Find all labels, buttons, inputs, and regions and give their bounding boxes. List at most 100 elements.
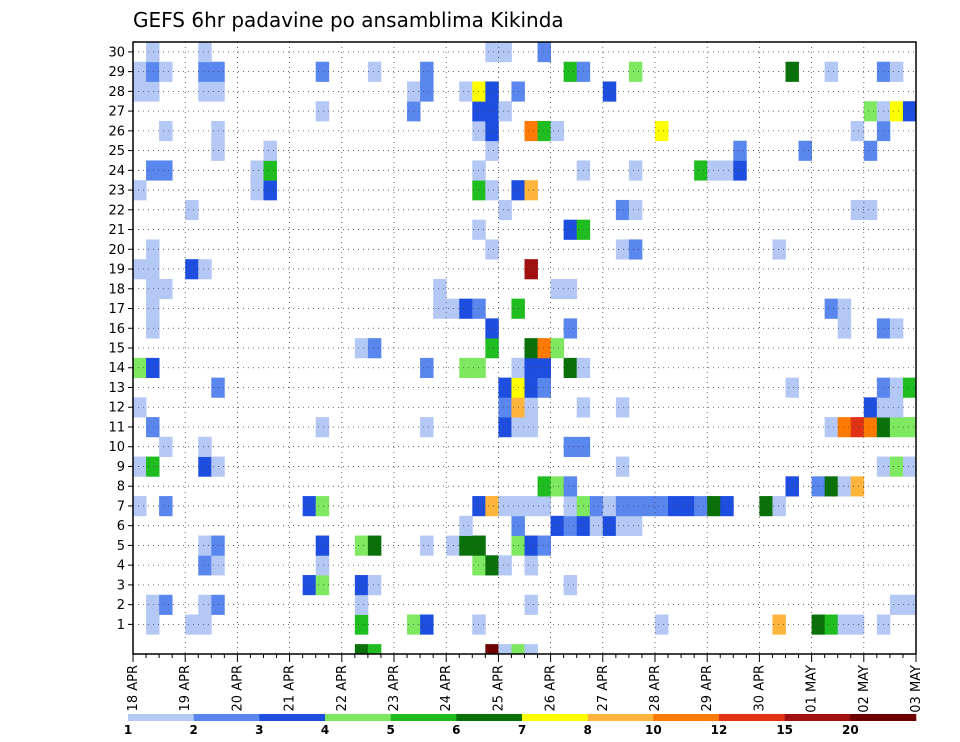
heatmap-cells (133, 42, 917, 654)
x-tick-label: 03 MAY (909, 665, 924, 713)
heatmap-cell (315, 496, 330, 517)
heatmap-cell (485, 81, 499, 102)
heatmap-cell (537, 42, 551, 63)
heatmap-cell (354, 575, 369, 596)
heatmap-cell (498, 101, 512, 122)
heatmap-cell (889, 318, 904, 339)
x-tick-label: 28 APR (648, 665, 663, 711)
heatmap-cell (563, 575, 578, 596)
y-tick-label: 9 (117, 460, 125, 475)
heatmap-cell (498, 417, 512, 438)
colorbar-swatch (784, 714, 851, 721)
heatmap-cell (133, 259, 147, 280)
x-tick-label: 30 APR (752, 665, 767, 711)
heatmap-cell (485, 555, 499, 576)
heatmap-cell (146, 81, 160, 102)
heatmap-cell (850, 199, 865, 221)
heatmap-cell (367, 61, 382, 82)
colorbar-label: 7 (518, 723, 526, 737)
heatmap-cell (159, 160, 173, 181)
heatmap-cell (498, 397, 512, 418)
heatmap-cell (537, 476, 551, 497)
heatmap-cell (250, 160, 264, 181)
heatmap-cell (863, 140, 878, 161)
heatmap-cell (863, 397, 878, 418)
heatmap-cell (850, 476, 865, 497)
colorbar-label: 1 (124, 723, 132, 737)
heatmap-cell (628, 515, 643, 536)
heatmap-cell (759, 496, 773, 517)
heatmap-cell (485, 180, 499, 201)
heatmap-cell (315, 535, 330, 556)
y-tick-label: 13 (108, 381, 125, 396)
y-tick-label: 3 (117, 578, 125, 593)
colorbar-label: 15 (776, 723, 793, 737)
y-tick-label: 2 (117, 598, 125, 613)
heatmap-cell (159, 61, 173, 82)
heatmap-cell (420, 417, 434, 438)
heatmap-cell (315, 417, 330, 438)
heatmap-cell (837, 417, 852, 438)
heatmap-cell (889, 397, 904, 418)
heatmap-cell (524, 535, 538, 556)
heatmap-cell (889, 377, 904, 398)
heatmap-cell (485, 120, 499, 142)
heatmap-cell (563, 61, 578, 82)
heatmap-cell (133, 180, 147, 201)
heatmap-cell (628, 239, 643, 260)
heatmap-cell (720, 496, 734, 517)
y-tick-label: 25 (108, 144, 125, 159)
heatmap-cell (198, 594, 212, 615)
heatmap-cell (367, 644, 382, 654)
heatmap-cell (133, 397, 147, 418)
heatmap-cell (420, 535, 434, 556)
colorbar-swatch (259, 714, 326, 721)
heatmap-cell (785, 377, 799, 398)
y-tick-label: 17 (108, 302, 125, 317)
colorbar-swatch (325, 714, 391, 721)
heatmap-cell (524, 594, 538, 615)
y-tick-label: 21 (108, 223, 125, 238)
heatmap-cell (198, 61, 212, 82)
heatmap-cell (511, 644, 525, 654)
heatmap-cell (889, 594, 904, 615)
heatmap-cell (550, 515, 565, 536)
heatmap-cell (315, 555, 330, 576)
y-tick-label: 8 (117, 480, 125, 495)
heatmap-cell (589, 515, 604, 536)
heatmap-cell (537, 357, 551, 379)
y-tick-label: 27 (108, 105, 125, 120)
heatmap-cell (198, 456, 212, 477)
heatmap-cell (146, 278, 160, 300)
heatmap-cell (563, 278, 578, 300)
colorbar-label: 20 (842, 723, 859, 737)
chart-title: GEFS 6hr padavine po ansamblima Kikinda (133, 8, 564, 32)
heatmap-cell (615, 456, 630, 477)
x-axis: 18 APR 19 APR 20 APR 21 APR 22 APR 23 APR 24 A… (126, 654, 924, 713)
y-tick-label: 14 (108, 361, 125, 376)
heatmap-cell (420, 81, 434, 102)
heatmap-cell (628, 496, 643, 517)
x-tick-label: 22 APR (335, 665, 350, 711)
heatmap-cell (159, 594, 173, 615)
heatmap-cell (420, 614, 434, 635)
heatmap-cell (824, 61, 839, 82)
heatmap-cell (772, 239, 786, 260)
heatmap-cell (524, 357, 538, 379)
x-tick-label: 19 APR (178, 665, 193, 711)
heatmap-cell (694, 496, 708, 517)
heatmap-cell (720, 160, 734, 181)
y-tick-label: 28 (108, 85, 125, 100)
heatmap-cell (524, 259, 538, 280)
x-tick-label: 20 APR (230, 665, 245, 711)
heatmap-cell (146, 417, 160, 438)
heatmap-cell (563, 357, 578, 379)
heatmap-cell (146, 298, 160, 319)
heatmap-cell (524, 120, 538, 142)
heatmap-cell (524, 180, 538, 201)
heatmap-cell (537, 120, 551, 142)
heatmap-cell (602, 496, 617, 517)
heatmap-cell (537, 377, 551, 398)
heatmap-cell (159, 436, 173, 457)
